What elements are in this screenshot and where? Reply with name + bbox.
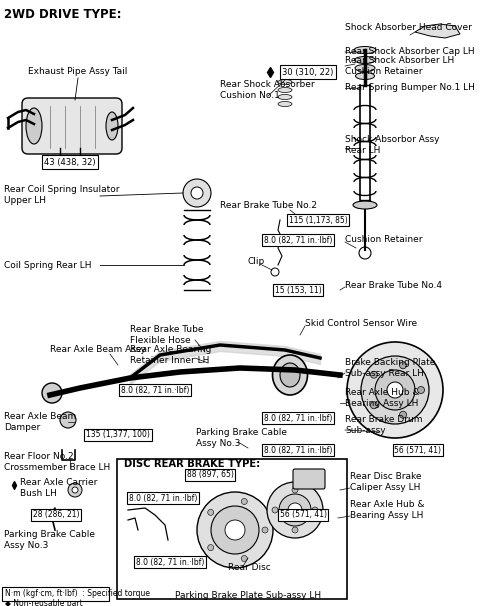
Circle shape (242, 499, 248, 504)
Circle shape (68, 483, 82, 497)
Circle shape (72, 487, 78, 493)
Circle shape (400, 362, 406, 369)
Text: Exhaust Pipe Assy Tail: Exhaust Pipe Assy Tail (28, 67, 128, 76)
Ellipse shape (278, 95, 292, 99)
Text: Rear Shock Absorber LH
Cushion Retainer: Rear Shock Absorber LH Cushion Retainer (345, 56, 454, 76)
Circle shape (60, 412, 76, 428)
Ellipse shape (280, 363, 300, 387)
Text: Rear Spring Bumper No.1 LH: Rear Spring Bumper No.1 LH (345, 84, 475, 93)
Circle shape (262, 527, 268, 533)
Text: N·m (kgf·cm, ft·lbf)  : Specified torque: N·m (kgf·cm, ft·lbf) : Specified torque (5, 590, 150, 599)
Circle shape (211, 506, 259, 554)
Text: Cushion Retainer: Cushion Retainer (345, 236, 422, 244)
Text: Parking Brake Plate Sub-assy LH: Parking Brake Plate Sub-assy LH (175, 591, 321, 601)
Text: Rear Brake Tube No.2: Rear Brake Tube No.2 (220, 201, 317, 210)
Text: Rear Brake Tube No.4: Rear Brake Tube No.4 (345, 281, 442, 290)
Circle shape (370, 371, 378, 378)
Text: Clip: Clip (248, 258, 265, 267)
Text: Parking Brake Cable
Assy No.3: Parking Brake Cable Assy No.3 (196, 428, 287, 448)
Circle shape (267, 482, 323, 538)
Text: 8.0 (82, 71 in.·lbf): 8.0 (82, 71 in.·lbf) (129, 493, 197, 502)
Text: Rear Shock Absorber Cap LH: Rear Shock Absorber Cap LH (345, 47, 474, 56)
Text: 56 (571, 41): 56 (571, 41) (280, 510, 326, 519)
FancyBboxPatch shape (117, 459, 347, 599)
Circle shape (400, 411, 406, 418)
FancyBboxPatch shape (2, 587, 109, 601)
Ellipse shape (278, 79, 292, 84)
Text: 8.0 (82, 71 in.·lbf): 8.0 (82, 71 in.·lbf) (264, 236, 332, 244)
Ellipse shape (278, 87, 292, 93)
Ellipse shape (278, 101, 292, 107)
Circle shape (208, 545, 214, 551)
Text: 8.0 (82, 71 in.·lbf): 8.0 (82, 71 in.·lbf) (264, 445, 332, 454)
Text: 8.0 (82, 71 in.·lbf): 8.0 (82, 71 in.·lbf) (121, 385, 189, 395)
Text: Rear Brake Tube
Flexible Hose: Rear Brake Tube Flexible Hose (130, 325, 204, 345)
Text: 15 (153, 11): 15 (153, 11) (274, 285, 322, 295)
Circle shape (387, 382, 403, 398)
Text: Rear Axle Beam
Damper: Rear Axle Beam Damper (4, 412, 76, 431)
Polygon shape (415, 24, 460, 38)
Circle shape (347, 342, 443, 438)
Circle shape (208, 510, 214, 515)
Text: Rear Axle Beam Assy: Rear Axle Beam Assy (50, 345, 146, 355)
Text: 56 (571, 41): 56 (571, 41) (394, 445, 442, 454)
Text: Coil Spring Rear LH: Coil Spring Rear LH (4, 261, 92, 270)
Ellipse shape (356, 73, 374, 79)
Text: Rear Disc: Rear Disc (228, 564, 271, 573)
Circle shape (271, 268, 279, 276)
Circle shape (225, 520, 245, 540)
Text: Shock Absorbor Assy
Rear LH: Shock Absorbor Assy Rear LH (345, 135, 440, 155)
FancyBboxPatch shape (293, 469, 325, 489)
Circle shape (375, 370, 415, 410)
Text: 88 (897, 65): 88 (897, 65) (186, 470, 234, 479)
Circle shape (191, 187, 203, 199)
Circle shape (272, 507, 278, 513)
FancyBboxPatch shape (22, 98, 122, 154)
Ellipse shape (26, 108, 42, 144)
Circle shape (361, 356, 429, 424)
Text: 135 (1,377, 100): 135 (1,377, 100) (86, 430, 150, 439)
Text: Rear Coil Spring Insulator
Upper LH: Rear Coil Spring Insulator Upper LH (4, 185, 119, 205)
Text: Rear Axle Hub &
Bearing Assy LH: Rear Axle Hub & Bearing Assy LH (345, 388, 420, 408)
Text: Parking Brake Cable
Assy No.3: Parking Brake Cable Assy No.3 (4, 530, 95, 550)
Ellipse shape (106, 112, 118, 140)
Text: Rear Axle Hub &
Bearing Assy LH: Rear Axle Hub & Bearing Assy LH (350, 501, 424, 520)
Ellipse shape (354, 56, 376, 64)
Circle shape (359, 247, 371, 259)
Circle shape (42, 383, 62, 403)
Circle shape (292, 527, 298, 533)
Circle shape (279, 494, 311, 526)
Ellipse shape (355, 64, 375, 72)
Text: Shock Absorber Head Cover: Shock Absorber Head Cover (345, 22, 472, 32)
Text: DISC REAR BRAKE TYPE:: DISC REAR BRAKE TYPE: (124, 459, 260, 469)
Text: Rear Axle Bearing
Retainer Inner LH: Rear Axle Bearing Retainer Inner LH (130, 345, 212, 365)
Text: ◆ Non-reusable part: ◆ Non-reusable part (5, 599, 83, 606)
Circle shape (418, 387, 424, 393)
Text: 115 (1,173, 85): 115 (1,173, 85) (288, 216, 348, 224)
Circle shape (183, 179, 211, 207)
Ellipse shape (353, 201, 377, 209)
Ellipse shape (354, 47, 376, 53)
Text: 8.0 (82, 71 in.·lbf): 8.0 (82, 71 in.·lbf) (136, 558, 204, 567)
Circle shape (197, 492, 273, 568)
Circle shape (288, 503, 302, 517)
Circle shape (370, 402, 378, 409)
Text: Rear Axle Carrier
Bush LH: Rear Axle Carrier Bush LH (20, 478, 98, 498)
Text: Rear Shock Absorber
Cushion No.1: Rear Shock Absorber Cushion No.1 (220, 81, 314, 100)
Text: 43 (438, 32): 43 (438, 32) (44, 158, 96, 167)
Circle shape (292, 487, 298, 493)
Text: Rear Floor No.2
Crossmember Brace LH: Rear Floor No.2 Crossmember Brace LH (4, 452, 110, 471)
Circle shape (242, 556, 248, 562)
Ellipse shape (272, 355, 308, 395)
Circle shape (312, 507, 318, 513)
Text: Rear Brake Drum
Sub-assy: Rear Brake Drum Sub-assy (345, 415, 422, 435)
Text: Brake Backing Plate
Sub-assy Rear LH: Brake Backing Plate Sub-assy Rear LH (345, 358, 436, 378)
Text: Skid Control Sensor Wire: Skid Control Sensor Wire (305, 319, 417, 327)
Text: 8.0 (82, 71 in.·lbf): 8.0 (82, 71 in.·lbf) (264, 413, 332, 422)
Text: 28 (286, 21): 28 (286, 21) (33, 510, 79, 519)
Text: 2WD DRIVE TYPE:: 2WD DRIVE TYPE: (4, 8, 122, 21)
Text: Rear Disc Brake
Caliper Assy LH: Rear Disc Brake Caliper Assy LH (350, 472, 422, 491)
Text: 30 (310, 22): 30 (310, 22) (282, 67, 334, 76)
